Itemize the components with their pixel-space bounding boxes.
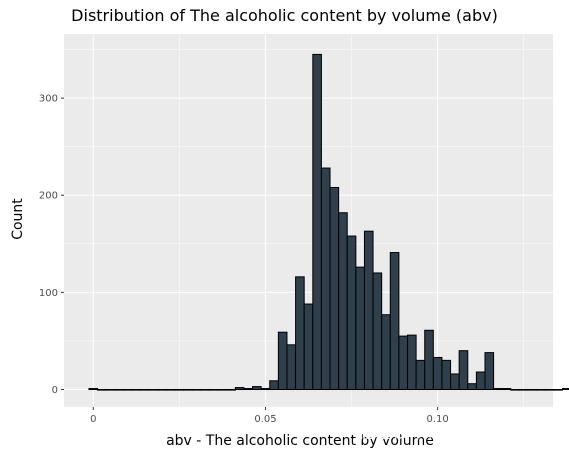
x-axis-ticks: 0 0.05 0.10: [90, 407, 449, 425]
histogram-bar: [183, 389, 193, 391]
histogram-bar: [432, 356, 443, 391]
histogram-bar: [501, 388, 512, 391]
histogram-bar: [131, 389, 142, 391]
y-tick-label: 300: [39, 94, 58, 105]
histogram-bar: [424, 329, 434, 391]
histogram-bar: [355, 266, 365, 391]
histogram-bar: [329, 186, 340, 391]
histogram-bar: [243, 388, 254, 391]
x-tick-label: 0.05: [254, 414, 276, 425]
histogram-bar: [372, 272, 383, 391]
histogram-bar: [148, 389, 159, 391]
histogram-bar: [536, 389, 546, 391]
histogram-bar: [234, 387, 245, 391]
histogram-bar: [484, 352, 495, 391]
histogram-bar: [295, 276, 305, 391]
histogram-bar: [320, 167, 331, 391]
histogram-bar: [200, 389, 210, 391]
histogram-bar: [389, 252, 400, 391]
histogram-bar: [467, 383, 477, 391]
histogram-bar: [346, 235, 357, 391]
watermark-text: 掘金技术社区 @ 布客飞龙: [358, 423, 556, 443]
histogram-bar: [97, 389, 107, 391]
histogram-bar: [303, 303, 314, 391]
histogram-bar: [561, 388, 569, 391]
histogram-bar: [174, 389, 185, 391]
histogram-bar: [191, 389, 202, 391]
y-tick-label: 0: [52, 385, 58, 396]
y-axis-label: Count: [10, 198, 26, 240]
histogram-bar: [252, 386, 262, 391]
histogram-bar: [475, 371, 486, 391]
histogram-bar: [415, 359, 426, 391]
x-tick-label: 0.10: [427, 414, 449, 425]
histogram-bar: [208, 389, 219, 391]
grid-lines: [64, 34, 553, 407]
y-tick-label: 100: [39, 288, 58, 299]
histogram-bar: [226, 389, 236, 391]
histogram-bar: [527, 389, 538, 391]
histogram-bar: [398, 335, 409, 391]
histogram-bar: [458, 350, 469, 391]
histogram-bar: [269, 380, 279, 391]
histogram-bar: [553, 389, 563, 391]
histogram-bar: [493, 388, 503, 391]
histogram-bar: [277, 331, 288, 391]
histogram-bar: [363, 230, 374, 391]
histogram-bar: [122, 389, 133, 391]
histogram-bar: [88, 388, 99, 391]
histogram-bar: [338, 212, 348, 391]
histogram-bar: [407, 334, 417, 391]
histogram-bar: [217, 389, 228, 391]
histogram-bar: [544, 389, 555, 391]
histogram-bar: [157, 389, 167, 391]
histogram-bar: [441, 359, 452, 391]
histogram-bar: [518, 389, 529, 391]
histogram-bars: [88, 53, 569, 391]
histogram-bar: [312, 53, 322, 391]
y-axis-ticks: 0 100 200 300: [39, 94, 64, 396]
histogram-bar: [114, 389, 124, 391]
x-tick-label: 0: [90, 414, 96, 425]
y-tick-label: 200: [39, 191, 58, 202]
chart-title: Distribution of The alcoholic content by…: [71, 6, 498, 25]
histogram-bar: [510, 389, 520, 391]
x-axis-label: abv - The alcoholic content by volume: [166, 433, 434, 449]
histogram-bar: [260, 388, 271, 391]
histogram-bar: [140, 389, 150, 391]
histogram-bar: [165, 389, 176, 391]
histogram-bar: [450, 373, 460, 391]
histogram-bar: [381, 314, 391, 391]
histogram-bar: [105, 389, 116, 391]
histogram-bar: [286, 344, 297, 391]
